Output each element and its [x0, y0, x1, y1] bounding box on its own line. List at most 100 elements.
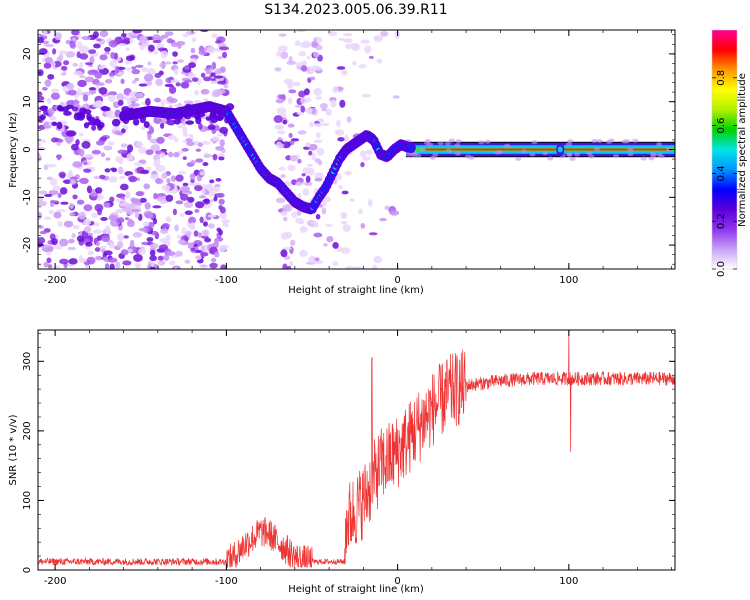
noise-blob — [287, 97, 293, 105]
noise-blob — [185, 120, 195, 125]
noise-blob — [117, 149, 128, 154]
ridge-halo — [468, 155, 475, 160]
noise-blob — [286, 60, 297, 65]
noise-blob — [38, 138, 44, 143]
noise-blob — [104, 78, 113, 84]
noise-blob — [218, 156, 225, 161]
noise-blob — [392, 95, 400, 99]
noise-blob — [276, 107, 287, 115]
noise-blob — [143, 73, 154, 82]
noise-blob — [132, 30, 143, 34]
noise-blob — [94, 203, 104, 212]
noise-blob — [155, 78, 164, 87]
colorbar: 0.0 0.2 0.4 0.6 0.8 Normalized spectral ampl… — [711, 29, 748, 277]
noise-blob — [150, 243, 159, 249]
noise-blob — [222, 221, 229, 228]
noise-blob — [206, 185, 214, 192]
ridge-halo — [596, 138, 603, 143]
noise-blob — [172, 208, 178, 216]
noise-blob — [280, 249, 288, 258]
noise-blob — [321, 202, 328, 207]
noise-blob — [153, 218, 158, 225]
noise-blob — [81, 35, 92, 41]
noise-blob — [100, 216, 108, 221]
noise-blob — [43, 62, 52, 69]
noise-blob — [167, 135, 176, 140]
noise-blob — [344, 170, 353, 176]
noise-blob — [181, 148, 189, 152]
noise-blob — [48, 189, 59, 196]
noise-blob — [51, 121, 58, 126]
spectrogram-noise — [38, 30, 401, 269]
noise-blob — [327, 31, 338, 37]
noise-blob — [190, 160, 196, 165]
noise-blob — [109, 196, 115, 203]
noise-blob — [72, 225, 80, 230]
noise-blob — [63, 220, 74, 228]
noise-blob — [50, 200, 59, 204]
noise-blob — [68, 169, 73, 176]
noise-blob — [278, 33, 287, 37]
noise-blob — [179, 212, 185, 218]
noise-blob — [315, 213, 321, 220]
ridge-halo — [650, 151, 657, 156]
noise-blob — [180, 193, 189, 201]
noise-blob — [38, 236, 46, 244]
noise-blob — [145, 98, 151, 106]
noise-blob — [346, 116, 352, 123]
noise-blob — [93, 43, 101, 49]
colorbar-ticks: 0.0 0.2 0.4 0.6 0.8 — [712, 70, 737, 277]
noise-blob — [83, 154, 94, 158]
noise-blob — [81, 91, 91, 97]
noise-blob — [199, 216, 204, 224]
noise-blob — [128, 175, 138, 183]
ridge-halo — [454, 143, 461, 148]
noise-blob — [198, 122, 203, 130]
noise-blob — [59, 187, 68, 195]
noise-blob — [275, 98, 284, 104]
noise-blob — [195, 158, 204, 163]
noise-blob — [53, 244, 63, 250]
noise-blob — [373, 255, 383, 264]
noise-blob — [59, 258, 69, 265]
noise-blob — [160, 122, 165, 129]
noise-blob — [338, 37, 346, 42]
ridge-halo — [656, 152, 663, 157]
noise-blob — [186, 30, 196, 36]
noise-blob — [73, 70, 83, 76]
noise-blob — [286, 265, 292, 269]
noise-blob — [38, 142, 42, 147]
noise-blob — [303, 88, 310, 96]
noise-blob — [298, 90, 306, 98]
noise-blob — [83, 204, 93, 212]
noise-blob — [176, 235, 183, 239]
noise-blob — [177, 125, 186, 129]
noise-blob — [83, 109, 92, 115]
noise-blob — [206, 65, 212, 69]
noise-blob — [108, 141, 115, 146]
noise-blob — [78, 255, 84, 263]
noise-blob — [42, 30, 48, 37]
noise-blob — [49, 115, 57, 121]
ridge-blob — [408, 144, 415, 152]
noise-blob — [87, 121, 96, 126]
noise-blob — [149, 266, 156, 269]
noise-blob — [56, 154, 61, 161]
noise-blob — [276, 50, 282, 57]
noise-blob — [127, 218, 133, 225]
noise-blob — [168, 260, 176, 265]
noise-blob — [219, 139, 225, 147]
noise-blob — [153, 192, 158, 200]
noise-blob — [138, 83, 148, 87]
noise-blob — [215, 185, 221, 192]
noise-blob — [287, 164, 296, 172]
noise-blob — [147, 61, 152, 66]
noise-blob — [125, 55, 135, 62]
noise-blob — [280, 51, 289, 59]
noise-blob — [341, 69, 348, 76]
noise-blob — [160, 50, 168, 59]
noise-blob — [330, 99, 337, 108]
noise-blob — [309, 76, 316, 81]
noise-blob — [65, 39, 71, 45]
noise-blob — [342, 32, 353, 37]
